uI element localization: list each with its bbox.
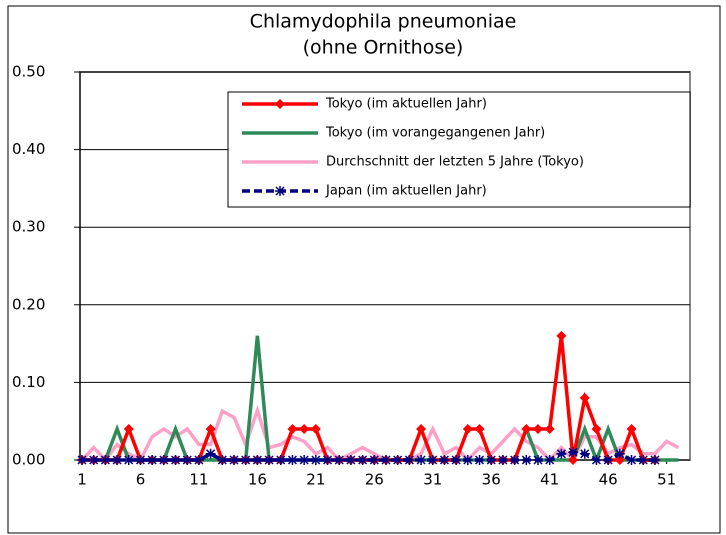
point (521, 423, 532, 434)
legend-label: Tokyo (im aktuellen Jahr) (325, 97, 487, 112)
point (591, 455, 602, 465)
x-tick-label: 26 (365, 471, 384, 489)
x-tick-label: 21 (306, 471, 325, 489)
point (486, 455, 497, 465)
point (474, 455, 485, 465)
point (579, 448, 590, 459)
point (193, 455, 204, 465)
point (170, 455, 181, 465)
point (462, 455, 473, 465)
point (626, 455, 637, 465)
point (217, 455, 228, 465)
point (369, 455, 380, 465)
y-tick-label: 0.20 (12, 295, 45, 313)
y-tick-label: 0.40 (12, 140, 45, 158)
point (229, 455, 239, 465)
point (287, 455, 298, 465)
point (556, 448, 567, 459)
point (252, 455, 263, 465)
x-tick-label: 51 (657, 471, 676, 489)
point (579, 392, 590, 403)
point (299, 423, 310, 434)
x-tick-label: 31 (423, 471, 442, 489)
legend-label: Durchschnitt der letzten 5 Jahre (Tokyo) (326, 155, 584, 170)
point (533, 423, 543, 434)
point (521, 455, 532, 465)
point (638, 455, 649, 465)
point (345, 455, 356, 465)
y-tick-label: 0.30 (12, 218, 45, 236)
point (416, 455, 427, 465)
point (614, 455, 625, 465)
point (568, 447, 579, 458)
point (603, 455, 614, 465)
point (591, 423, 602, 434)
point (158, 455, 169, 465)
point (439, 455, 450, 465)
point (544, 423, 555, 434)
point (123, 423, 134, 434)
point (381, 455, 391, 465)
y-tick-label: 0.00 (12, 451, 45, 469)
point (322, 455, 333, 465)
point (556, 330, 567, 341)
x-tick-label: 46 (599, 471, 618, 489)
point (474, 423, 485, 434)
point (205, 423, 216, 434)
point (182, 455, 193, 465)
point (264, 455, 275, 465)
point (100, 455, 111, 465)
legend-label: Japan (im aktuellen Jahr) (325, 184, 487, 199)
point (614, 448, 625, 459)
point (147, 455, 158, 465)
point (357, 455, 368, 465)
x-tick-label: 11 (189, 471, 208, 489)
x-tick-label: 36 (482, 471, 501, 489)
legend-label: Tokyo (im vorangegangenen Jahr) (325, 126, 545, 141)
point (451, 455, 462, 465)
point (123, 455, 134, 465)
point (275, 455, 286, 465)
point (77, 455, 87, 465)
point (112, 455, 123, 465)
point (205, 448, 216, 459)
point (568, 455, 579, 465)
point (404, 455, 415, 465)
chart-frame (7, 5, 721, 534)
point (649, 455, 660, 465)
point (287, 423, 298, 434)
chart-title: Chlamydophila pneumoniae (250, 11, 517, 33)
point (240, 455, 251, 465)
legend-marker (275, 186, 285, 196)
point (416, 423, 427, 434)
x-tick-label: 41 (540, 471, 559, 489)
point (509, 455, 520, 465)
point (427, 455, 438, 465)
point (88, 455, 99, 465)
x-tick-label: 1 (77, 471, 87, 489)
y-tick-label: 0.50 (12, 63, 45, 81)
point (299, 455, 310, 465)
point (497, 455, 508, 465)
point (533, 455, 543, 465)
legend (227, 91, 691, 208)
x-tick-label: 16 (248, 471, 267, 489)
legend-marker (275, 99, 285, 109)
y-tick-label: 0.10 (12, 373, 45, 391)
point (462, 423, 473, 434)
x-tick-label: 6 (136, 471, 146, 489)
chart-subtitle: (ohne Ornithose) (303, 37, 464, 59)
point (544, 455, 555, 465)
point (310, 423, 321, 434)
point (334, 455, 345, 465)
point (392, 455, 403, 465)
point (310, 455, 321, 465)
point (135, 455, 146, 465)
point (626, 423, 637, 434)
